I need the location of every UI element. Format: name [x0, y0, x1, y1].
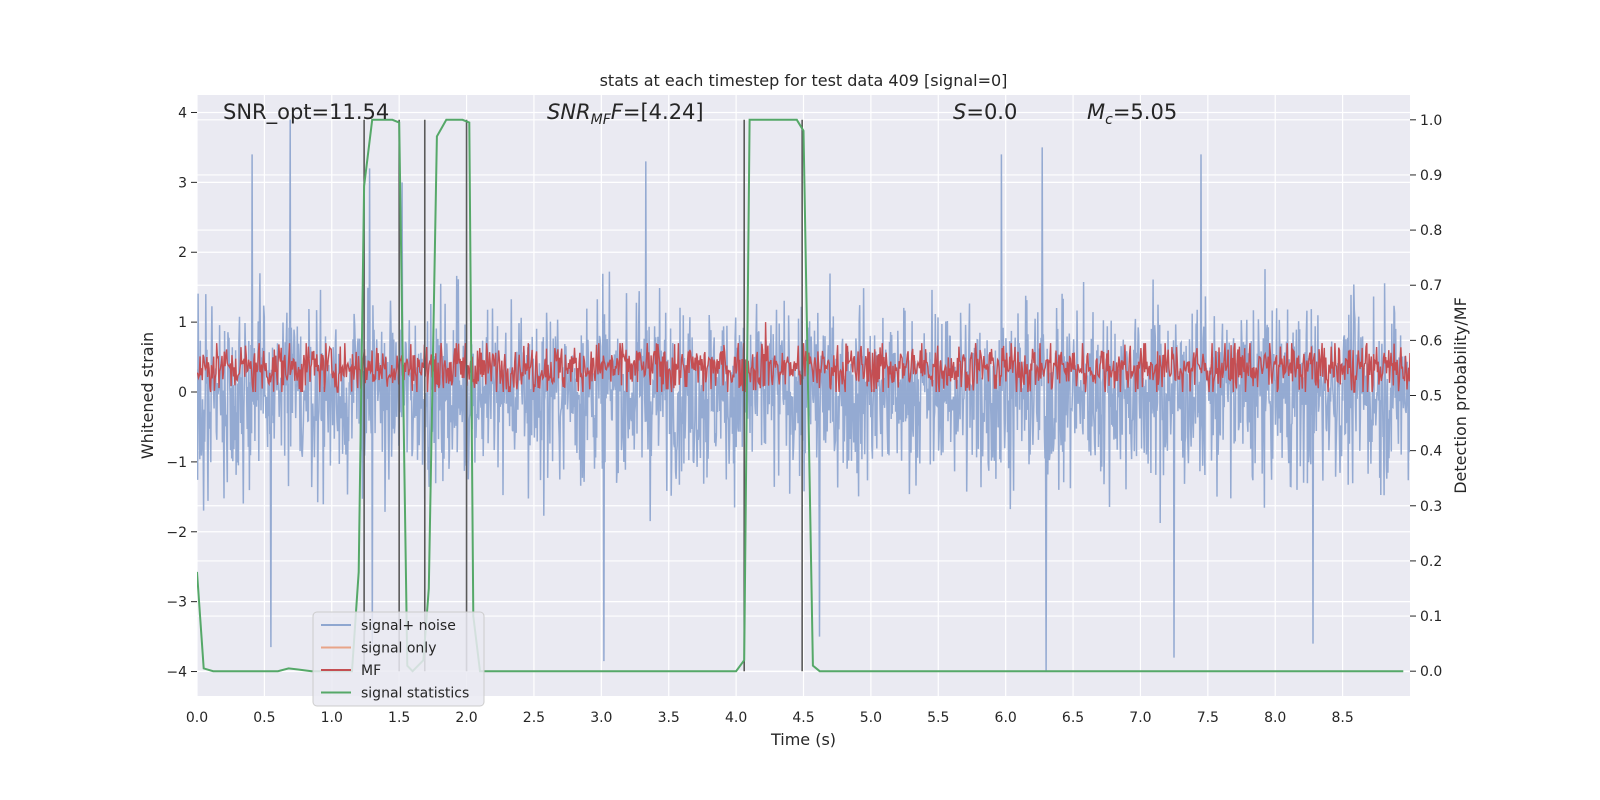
y-right-tick-label: 0.9	[1420, 168, 1442, 184]
x-tick-label: 1.0	[321, 710, 343, 726]
annotation-snr-mf-value: =[4.24]	[623, 100, 704, 124]
legend: signal+ noise signal only MF signal statist…	[312, 611, 485, 707]
y-right-tick-label: 0.4	[1420, 444, 1442, 460]
ticks: 0.0 0.5 1.0 1.5 2.0 2.5 3.0 3.5 4.0 4.5 5.0 5.5 6.0 6…	[166, 105, 1442, 726]
legend-box	[312, 611, 485, 707]
x-tick-label: 7.5	[1197, 710, 1219, 726]
x-axis-label: Time (s)	[770, 730, 836, 749]
y-right-tick-label: 0.1	[1420, 609, 1442, 625]
y-left-tick-label: 2	[178, 245, 187, 261]
annotation-s-symbol: S	[953, 100, 966, 124]
annotation-snr-mf-subscript: MF	[591, 112, 612, 128]
chart-title: stats at each timestep for test data 409…	[600, 71, 1008, 90]
y-right-tick-label: 0.0	[1420, 664, 1442, 680]
y-left-tick-label: 3	[178, 175, 187, 191]
x-tick-label: 2.5	[523, 710, 545, 726]
x-tick-label: 3.5	[658, 710, 680, 726]
y-right-tick-label: 0.6	[1420, 333, 1442, 349]
y-left-tick-label: 1	[178, 315, 187, 331]
legend-label: signal statistics	[361, 686, 469, 702]
x-tick-label: 6.5	[1062, 710, 1084, 726]
y-left-tick-label: −3	[166, 595, 187, 611]
x-tick-label: 8.0	[1264, 710, 1286, 726]
y-right-tick-label: 0.8	[1420, 223, 1442, 239]
y-right-tick-label: 0.2	[1420, 554, 1442, 570]
annotation-snr-opt: SNR_opt=11.54	[223, 100, 389, 125]
y-right-tick-label: 0.3	[1420, 499, 1442, 515]
y-left-tick-label: −4	[166, 665, 187, 681]
x-tick-label: 2.0	[455, 710, 477, 726]
x-tick-label: 7.0	[1129, 710, 1151, 726]
y-left-tick-label: 0	[178, 385, 187, 401]
y-right-tick-label: 1.0	[1420, 113, 1442, 129]
y-left-tick-label: −2	[166, 525, 187, 541]
annotation-mc-symbol: M	[1087, 100, 1105, 124]
x-tick-label: 3.0	[590, 710, 612, 726]
x-tick-label: 6.0	[995, 710, 1017, 726]
x-tick-label: 5.0	[860, 710, 882, 726]
x-tick-label: 1.5	[388, 710, 410, 726]
annotation-snr-mf: SNRMFF=[4.24]	[547, 100, 704, 128]
x-tick-label: 5.5	[927, 710, 949, 726]
x-tick-label: 8.5	[1331, 710, 1353, 726]
y-left-tick-label: 4	[178, 105, 187, 121]
y-right-tick-label: 0.5	[1420, 389, 1442, 405]
legend-label: signal+ noise	[361, 618, 456, 634]
x-tick-label: 4.0	[725, 710, 747, 726]
x-tick-label: 0.5	[253, 710, 275, 726]
y-right-axis-label: Detection probability/MF	[1451, 297, 1470, 494]
x-tick-label: 0.0	[186, 710, 208, 726]
annotation-mc-value: =5.05	[1113, 100, 1177, 124]
x-tick-label: 4.5	[792, 710, 814, 726]
annotation-snr-mf-symbol: SNR	[547, 100, 591, 124]
legend-label: signal only	[361, 641, 436, 657]
annotation-s-value: =0.0	[966, 100, 1017, 124]
annotation-mc-subscript: c	[1105, 112, 1113, 128]
y-right-tick-label: 0.7	[1420, 278, 1442, 294]
legend-label: MF	[361, 663, 381, 679]
y-left-axis-label: Whitened strain	[138, 332, 157, 459]
annotation-s: S=0.0	[953, 100, 1017, 124]
y-left-tick-label: −1	[166, 455, 187, 471]
annotation-mc: Mc=5.05	[1087, 100, 1177, 128]
